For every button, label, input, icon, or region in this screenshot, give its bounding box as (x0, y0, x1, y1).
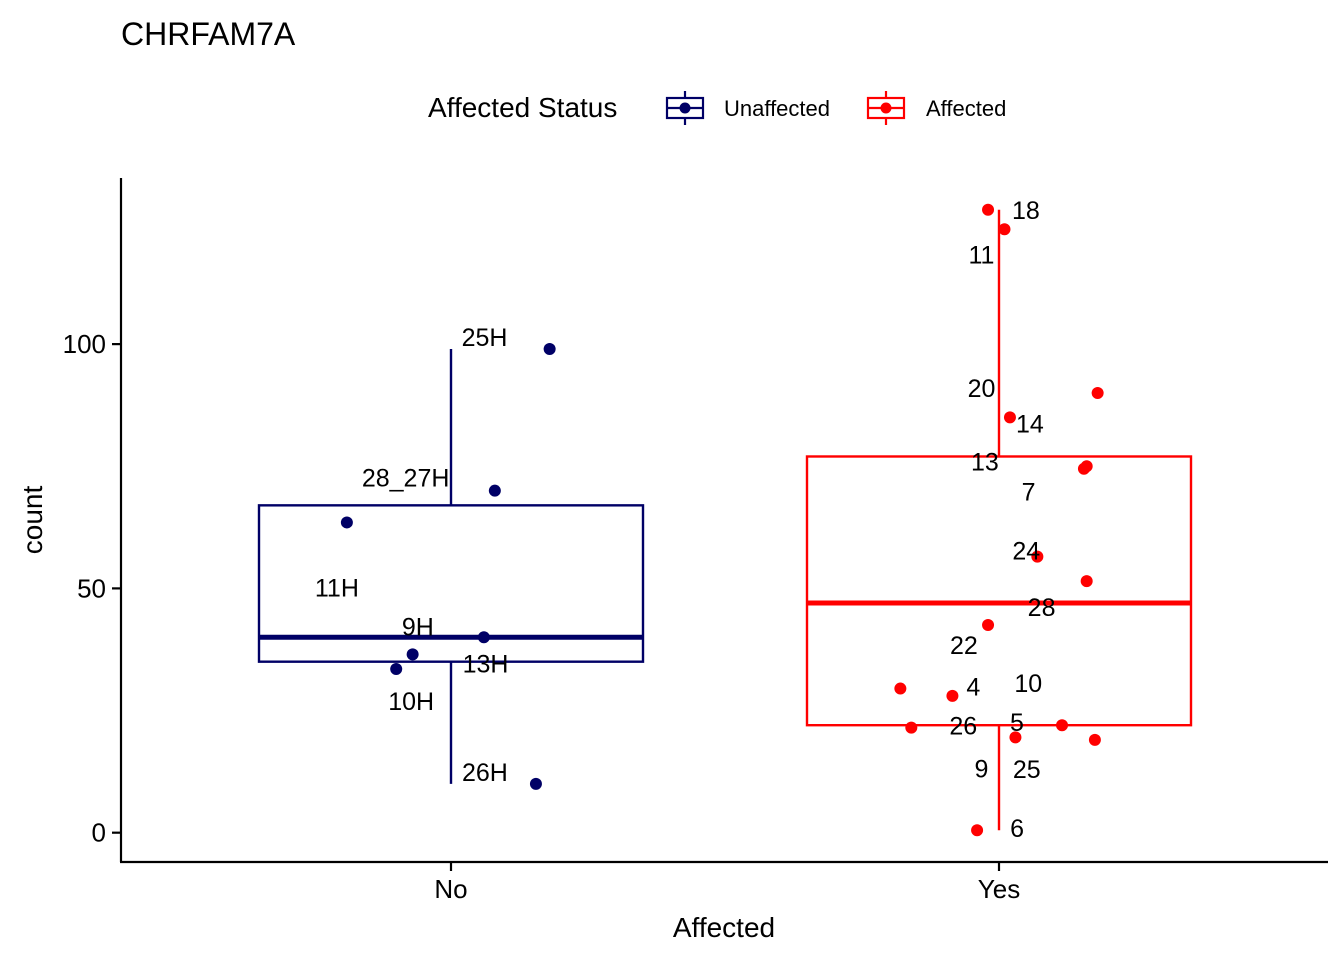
point-label-unaffected-25H: 25H (462, 324, 508, 352)
y-tick-label-100: 100 (63, 329, 106, 359)
data-point-affected-11 (998, 223, 1011, 236)
point-label-affected-18: 18 (1012, 197, 1040, 225)
chart-title: CHRFAM7A (121, 16, 296, 52)
point-label-affected-5: 5 (1010, 709, 1024, 737)
data-point-affected-22 (982, 619, 995, 632)
data-point-unaffected-10H (390, 663, 403, 676)
x-tick-label-No: No (434, 874, 467, 904)
point-label-unaffected-9H: 9H (402, 613, 434, 641)
data-point-affected-14 (1003, 411, 1016, 424)
point-label-affected-28: 28 (1028, 594, 1056, 622)
point-label-unaffected-26H: 26H (462, 759, 508, 787)
data-point-affected-28 (1080, 575, 1093, 588)
data-point-affected-24 (1031, 550, 1044, 563)
data-point-unaffected-25H (543, 343, 556, 355)
data-point-unaffected-28_27H (488, 484, 501, 497)
y-axis-ticks: 0 50 100 (63, 329, 121, 848)
x-tick-label-Yes: Yes (978, 874, 1020, 904)
point-label-affected-25: 25 (1013, 756, 1041, 784)
legend-key-unaffected (665, 91, 705, 125)
data-point-affected-20 (1091, 386, 1104, 399)
x-axis-ticks: No Yes (434, 862, 1020, 904)
point-label-affected-10: 10 (1014, 670, 1042, 698)
point-label-unaffected-10H: 10H (388, 688, 434, 716)
point-label-affected-13: 13 (971, 449, 999, 477)
data-point-unaffected-9H (477, 631, 490, 644)
x-axis-title: Affected (673, 912, 775, 943)
data-point-affected-9 (1009, 731, 1022, 744)
legend-key-affected (866, 91, 906, 125)
point-label-unaffected-11H: 11H (315, 574, 359, 602)
point-label-affected-4: 4 (966, 674, 980, 702)
box-unaffected (257, 504, 645, 663)
point-label-affected-11: 11 (968, 241, 994, 269)
point-label-affected-26: 26 (949, 713, 977, 741)
point-label-affected-20: 20 (968, 375, 996, 403)
plot-area: 25H 28_27H 11H 9H 13H 10H 26H 18 11 20 14 13 7 24 28 22… (257, 197, 1193, 843)
point-label-unaffected-28_27H: 28_27H (362, 465, 450, 493)
data-point-affected-6 (971, 824, 984, 837)
legend-label-unaffected: Unaffected (724, 96, 830, 121)
data-point-affected-26 (905, 721, 918, 734)
legend-label-affected: Affected (926, 96, 1006, 121)
box-group-unaffected: 25H 28_27H 11H 9H 13H 10H 26H (257, 324, 645, 790)
point-label-affected-9: 9 (974, 755, 988, 783)
y-axis-title: count (17, 486, 48, 555)
data-point-affected-25 (1088, 733, 1101, 746)
y-tick-label-50: 50 (77, 573, 106, 603)
point-label-unaffected-13H: 13H (463, 650, 509, 678)
data-point-affected-10 (946, 689, 959, 702)
data-point-unaffected-13H (406, 648, 419, 661)
box-affected (805, 455, 1193, 727)
point-label-affected-24: 24 (1012, 538, 1040, 566)
data-point-affected-7 (1080, 460, 1093, 473)
data-point-affected-4 (894, 682, 907, 695)
point-label-affected-14: 14 (1016, 410, 1044, 438)
legend-title: Affected Status (428, 92, 617, 123)
legend: Affected Status Unaffected Affected (428, 91, 1006, 125)
point-label-affected-6: 6 (1010, 815, 1024, 843)
point-label-affected-22: 22 (950, 632, 978, 660)
data-point-affected-18 (982, 203, 995, 216)
box-group-affected: 18 11 20 14 13 7 24 28 22 4 10 26 59 25 6 (805, 197, 1193, 843)
data-point-unaffected-11H (340, 516, 353, 529)
y-tick-label-0: 0 (92, 818, 106, 848)
data-point-affected-5 (1056, 719, 1069, 732)
data-point-unaffected-26H (529, 777, 542, 790)
point-label-affected-7: 7 (1022, 478, 1036, 506)
